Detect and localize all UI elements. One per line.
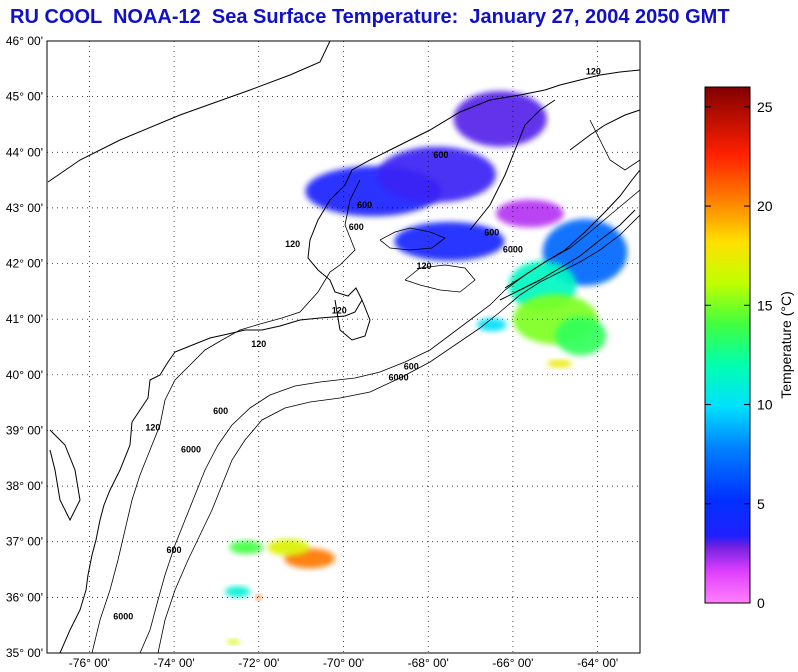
colorbar-ticks: 0 5 10 15 20 25 [705,99,773,611]
isobath-label: 6000 [181,445,201,455]
isobath-label: 120 [145,422,160,432]
lat-tick-label: 45° 00' [6,90,43,104]
sst-patch-gulf-stream-yellow-bit [546,359,573,368]
sst-patch-offshore-yellow [267,538,310,556]
isobath-label: 120 [332,306,347,316]
lat-tick-label: 43° 00' [6,201,43,215]
lat-tick-label: 42° 00' [6,257,43,271]
lat-tick-label: 40° 00' [6,368,43,382]
colorbar: 0 5 10 15 20 25 Temperature (°C) [704,86,794,611]
colorbar-tick-label: 5 [757,496,765,512]
colorbar-label: Temperature (°C) [778,291,794,399]
isobath-label: 6000 [389,372,409,382]
isobath-label: 600 [357,200,372,210]
colorbar-tick-label: 15 [757,297,773,313]
lat-tick-label: 35° 00' [6,646,43,660]
sst-patch-georges-bank-north [394,221,505,261]
isobath-label: 120 [586,66,601,76]
sst-patch-small-yellow-sw [227,639,240,645]
isobath-600 [139,189,640,653]
lon-tick-label: -70° 00' [323,656,364,670]
sst-patch-scotian-slope-purple [495,199,564,228]
isobath-label: 120 [416,261,431,271]
isobath-label: 120 [285,239,300,249]
sst-data-layer [224,91,628,645]
isobath-label: 120 [251,339,266,349]
colorbar-gradient [704,86,751,604]
isobath-label: 600 [404,361,419,371]
isobath-label: 6000 [113,612,133,622]
isobath-label: 600 [484,228,499,238]
sst-patch-bay-of-fundy [453,91,547,147]
isobath-labels: 1206006006006000600120120120120600600060… [113,66,601,621]
lat-tick-label: 36° 00' [6,590,43,604]
isobath-6000 [157,119,640,653]
sst-patch-warm-filament-green [555,316,607,356]
sst-patch-small-orange-south [255,594,262,601]
lat-tick-label: 44° 00' [6,145,43,159]
map-axes: 35° 00' 36° 00' 37° 00' 38° 00' 39° 00' 40° 0… [6,34,618,670]
lat-tick-label: 41° 00' [6,312,43,326]
isobath-label: 600 [349,222,364,232]
isobath-label: 600 [213,406,228,416]
map-area: 1206006006006000600120120120120600600060… [46,40,641,654]
sst-patch-offshore-green [229,540,264,554]
lat-tick-label: 39° 00' [6,423,43,437]
sst-patch-gulf-of-maine-central [377,146,496,203]
lat-tick-label: 38° 00' [6,479,43,493]
lat-tick-label: 46° 00' [6,34,43,48]
lon-tick-label: -68° 00' [408,656,449,670]
lon-tick-label: -74° 00' [154,656,195,670]
isobath-label: 6000 [503,244,523,254]
isobath-label: 600 [433,150,448,160]
colorbar-tick-label: 0 [757,595,765,611]
sst-patch-offshore-cyan-south [224,586,251,598]
colorbar-tick-label: 25 [757,99,773,115]
colorbar-tick-label: 10 [757,397,773,413]
map-title: RU COOL NOAA-12 Sea Surface Temperature:… [10,6,730,28]
sst-patch-shelf-break-cyan [476,318,507,332]
lon-tick-label: -66° 00' [492,656,533,670]
nova-scotia-coast [469,69,640,301]
colorbar-tick-label: 20 [757,198,773,214]
coastline [47,41,546,653]
lon-tick-label: -64° 00' [577,656,618,670]
lat-tick-label: 37° 00' [6,535,43,549]
isobath-label: 600 [167,545,182,555]
graticule [47,41,640,653]
lon-tick-label: -76° 00' [69,656,110,670]
lon-tick-label: -72° 00' [238,656,279,670]
